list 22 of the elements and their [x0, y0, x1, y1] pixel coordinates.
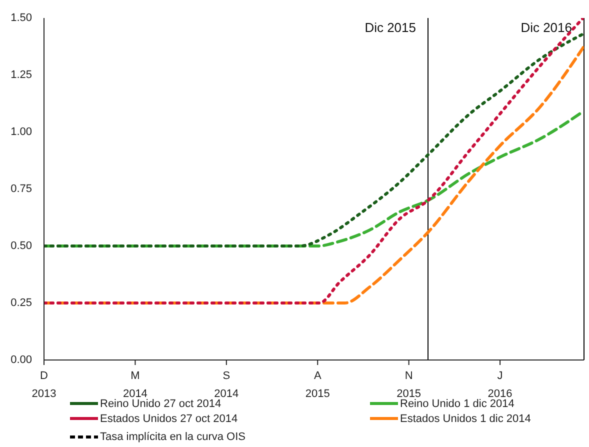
y-tick-label: 0.75 — [10, 183, 32, 195]
y-tick-label: 0.50 — [10, 240, 32, 252]
x-tick-label: A 2015 — [305, 370, 330, 400]
y-tick-label: 0.25 — [10, 297, 32, 309]
x-tick-label: N 2015 — [396, 370, 422, 400]
legend-label: Estados Unidos 1 dic 2014 — [400, 412, 531, 426]
x-tick-label: D 2013 — [32, 370, 56, 400]
x-tick-label: S 2014 — [214, 370, 239, 400]
y-tick-label: 1.50 — [10, 12, 32, 24]
x-tick-label: M 2014 — [122, 370, 148, 400]
y-tick-label: 0.00 — [10, 354, 32, 366]
text: Tasa implícita en la curva OIS — [100, 430, 246, 444]
x-tick-label: J 2016 — [488, 370, 512, 400]
line-series — [44, 110, 584, 248]
legend-label: Reino Unido 1 dic 2014 — [400, 398, 514, 410]
legend-label: Estados Unidos 27 oct 2014 — [100, 412, 238, 426]
y-tick-label: 1.00 — [10, 126, 32, 138]
line-series — [44, 32, 584, 248]
ref-line-label: Dic 2016 — [520, 20, 572, 35]
y-tick-label: 1.25 — [10, 69, 32, 81]
legend-label: Reino Unido 27 oct 2014 — [100, 398, 222, 410]
ref-line-label: Dic 2015 — [364, 20, 416, 35]
